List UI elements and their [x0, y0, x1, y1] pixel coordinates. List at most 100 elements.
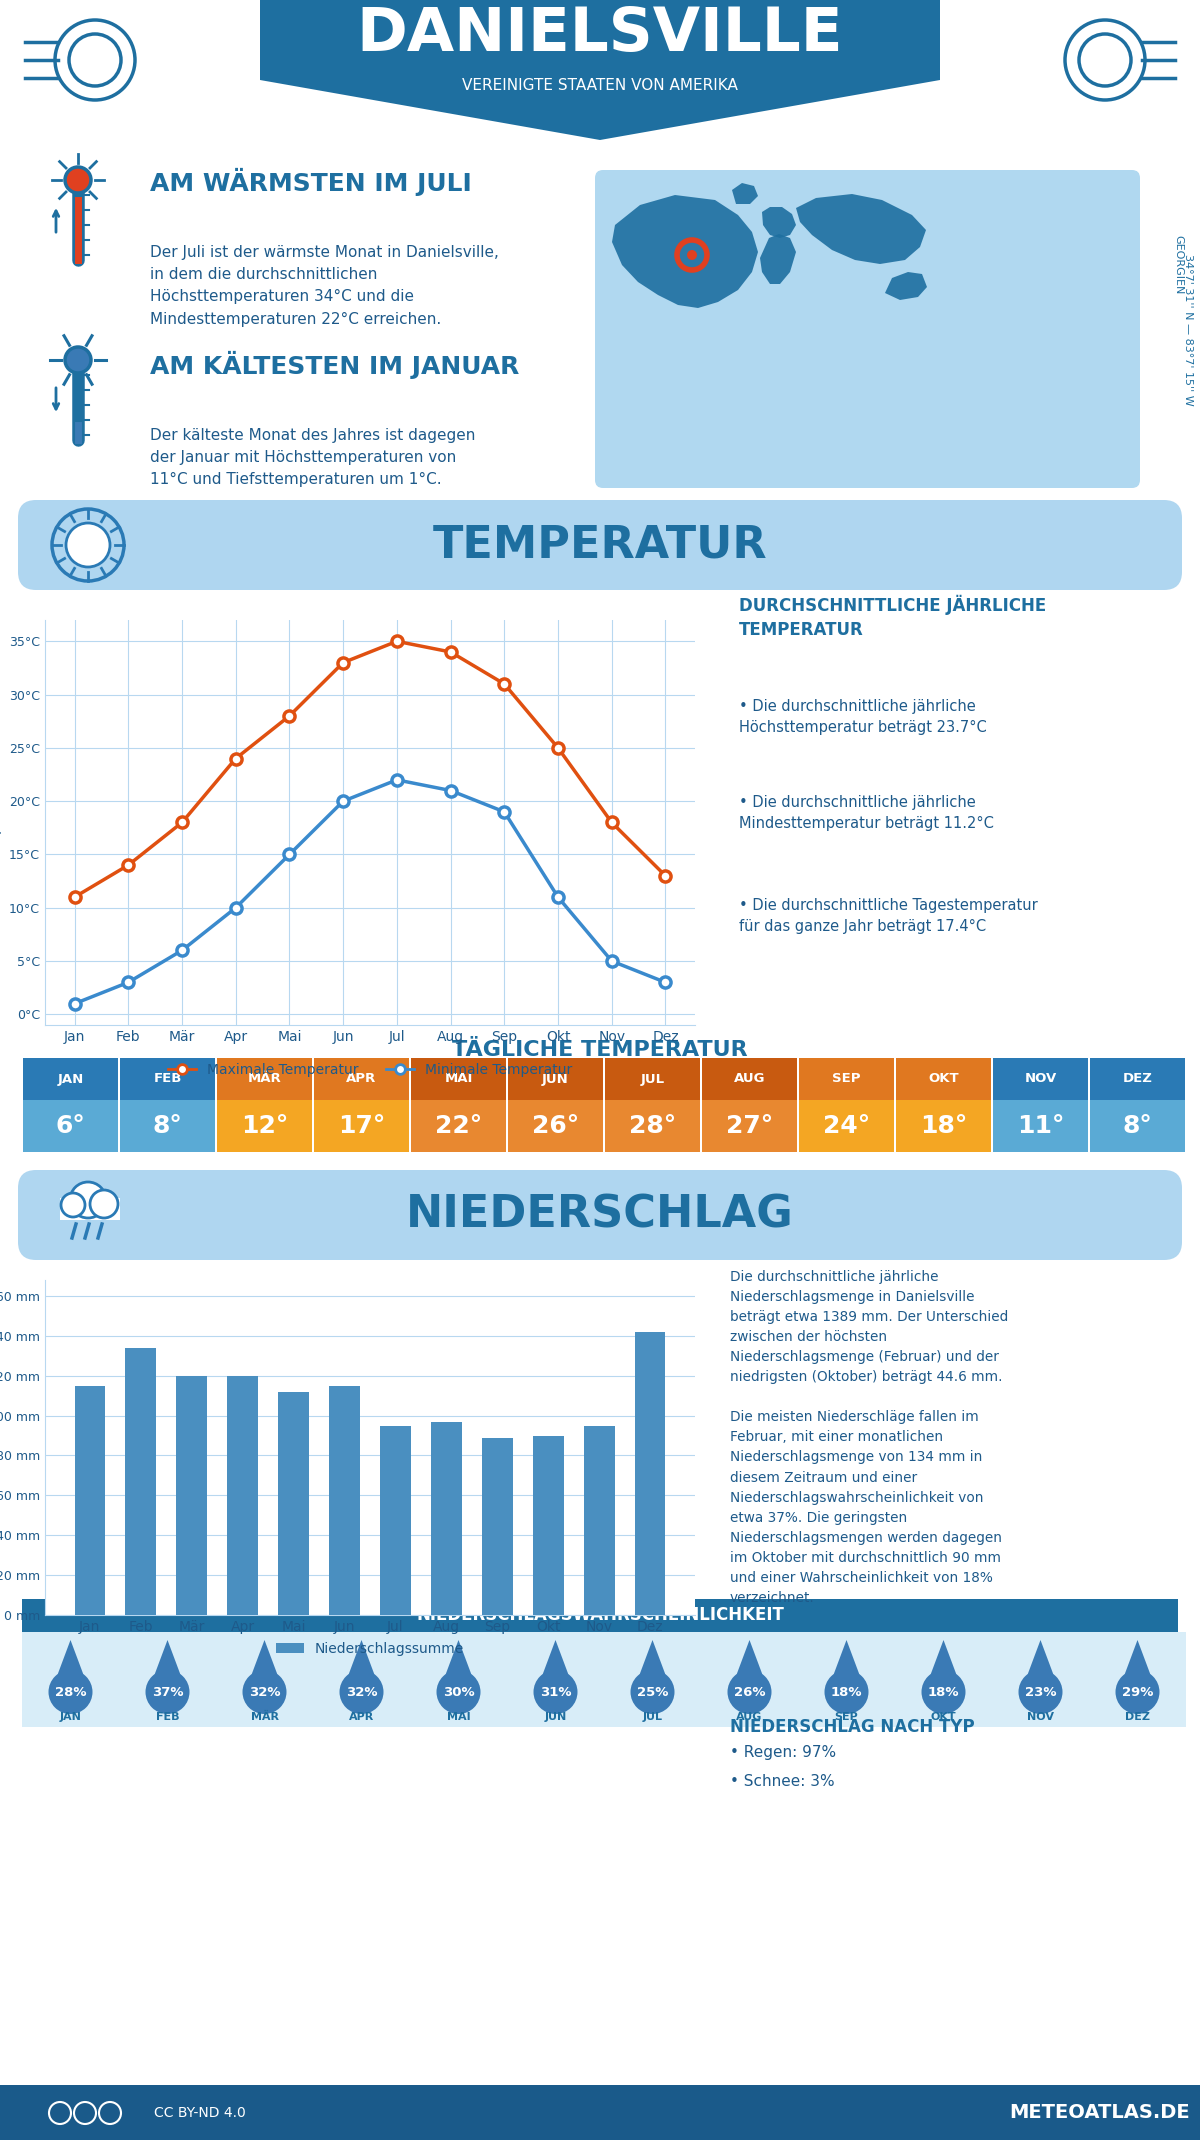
Polygon shape — [886, 272, 928, 300]
Circle shape — [52, 509, 124, 580]
Text: AUG: AUG — [737, 1712, 763, 1723]
Text: 32%: 32% — [248, 1686, 281, 1699]
Circle shape — [242, 1669, 287, 1714]
Text: 11°: 11° — [1016, 1115, 1064, 1138]
Text: MÄR: MÄR — [247, 1072, 281, 1085]
Bar — [994, 1100, 1088, 1151]
Text: Die durchschnittliche jährliche
Niederschlagsmenge in Danielsville
beträgt etwa : Die durchschnittliche jährliche Niedersc… — [730, 1269, 1008, 1605]
Bar — [217, 1057, 312, 1100]
Text: JUN: JUN — [542, 1072, 569, 1085]
Bar — [896, 1100, 991, 1151]
Text: NOV: NOV — [1025, 1072, 1057, 1085]
Text: CC BY-ND 4.0: CC BY-ND 4.0 — [154, 2106, 246, 2121]
Bar — [380, 1425, 410, 1616]
FancyBboxPatch shape — [595, 169, 1140, 488]
Text: APR: APR — [347, 1072, 377, 1085]
Text: FEB: FEB — [156, 1712, 179, 1723]
Text: AM KÄLTESTEN IM JANUAR: AM KÄLTESTEN IM JANUAR — [150, 351, 520, 379]
Bar — [1090, 1633, 1186, 1727]
Circle shape — [70, 1181, 106, 1218]
Legend: Maximale Temperatur, Minimale Temperatur: Maximale Temperatur, Minimale Temperatur — [162, 1057, 577, 1083]
Text: TÄGLICHE TEMPERATUR: TÄGLICHE TEMPERATUR — [452, 1040, 748, 1059]
Bar — [431, 1421, 462, 1616]
Text: 8°: 8° — [1122, 1115, 1152, 1138]
Text: DEZ: DEZ — [1126, 1712, 1150, 1723]
Bar — [508, 1633, 604, 1727]
Text: SEP: SEP — [835, 1712, 858, 1723]
Y-axis label: Temperatur: Temperatur — [0, 783, 2, 862]
Bar — [799, 1057, 894, 1100]
Circle shape — [922, 1669, 966, 1714]
Text: 28%: 28% — [55, 1686, 86, 1699]
Legend: Niederschlagssumme: Niederschlagssumme — [270, 1637, 469, 1661]
Bar — [896, 1057, 991, 1100]
Text: 6°: 6° — [55, 1115, 85, 1138]
Bar — [0, 139, 1200, 501]
Text: • Die durchschnittliche Tagestemperatur
für das ganze Jahr beträgt 17.4°C: • Die durchschnittliche Tagestemperatur … — [739, 899, 1038, 935]
Bar — [314, 1100, 409, 1151]
Polygon shape — [260, 0, 940, 139]
Bar — [23, 1057, 118, 1100]
Polygon shape — [246, 1639, 283, 1691]
Text: Der kälteste Monat des Jahres ist dagegen
der Januar mit Höchsttemperaturen von
: Der kälteste Monat des Jahres ist dagege… — [150, 428, 475, 488]
Bar — [0, 1031, 1200, 1162]
Polygon shape — [52, 1639, 89, 1691]
Text: • Die durchschnittliche jährliche
Höchsttemperatur beträgt 23.7°C: • Die durchschnittliche jährliche Höchst… — [739, 698, 986, 734]
Circle shape — [630, 1669, 674, 1714]
Bar — [23, 1100, 118, 1151]
Bar — [410, 1057, 506, 1100]
Polygon shape — [1022, 1639, 1060, 1691]
Bar — [992, 1633, 1090, 1727]
Text: NIEDERSCHLAG NACH TYP: NIEDERSCHLAG NACH TYP — [730, 1718, 974, 1736]
Text: AUG: AUG — [733, 1072, 766, 1085]
Bar — [895, 1633, 992, 1727]
Bar — [605, 1100, 700, 1151]
Bar — [217, 1100, 312, 1151]
Bar — [605, 1057, 700, 1100]
Circle shape — [1116, 1669, 1159, 1714]
Bar — [329, 1387, 360, 1616]
Polygon shape — [536, 1639, 575, 1691]
Bar — [635, 1331, 666, 1616]
Circle shape — [48, 1669, 92, 1714]
Text: 17°: 17° — [338, 1115, 385, 1138]
Text: NOV: NOV — [1027, 1712, 1054, 1723]
Text: DANIELSVILLE: DANIELSVILLE — [356, 6, 844, 64]
Circle shape — [534, 1669, 577, 1714]
Bar — [410, 1100, 506, 1151]
Text: OKT: OKT — [928, 1072, 959, 1085]
Bar — [22, 1599, 1178, 1633]
Text: 29%: 29% — [1122, 1686, 1153, 1699]
Text: TEMPERATUR: TEMPERATUR — [433, 524, 767, 567]
Bar — [60, 1198, 120, 1220]
Text: NIEDERSCHLAGSWAHRSCHEINLICHKEIT: NIEDERSCHLAGSWAHRSCHEINLICHKEIT — [416, 1607, 784, 1624]
Text: 31%: 31% — [540, 1686, 571, 1699]
Text: APR: APR — [349, 1712, 374, 1723]
Bar — [120, 1100, 215, 1151]
Bar — [584, 1425, 614, 1616]
Text: MÄR: MÄR — [251, 1712, 278, 1723]
Text: 27°: 27° — [726, 1115, 773, 1138]
Text: 28°: 28° — [629, 1115, 676, 1138]
Bar — [799, 1100, 894, 1151]
Text: 26°: 26° — [532, 1115, 580, 1138]
Polygon shape — [732, 184, 758, 203]
Circle shape — [824, 1669, 869, 1714]
Text: JUL: JUL — [642, 1712, 662, 1723]
Circle shape — [65, 167, 91, 193]
Circle shape — [340, 1669, 384, 1714]
Text: JUL: JUL — [641, 1072, 665, 1085]
Text: OKT: OKT — [931, 1712, 956, 1723]
Polygon shape — [149, 1639, 186, 1691]
Text: AM WÄRMSTEN IM JULI: AM WÄRMSTEN IM JULI — [150, 167, 472, 197]
Text: 26%: 26% — [733, 1686, 766, 1699]
Text: 18°: 18° — [920, 1115, 967, 1138]
Text: JAN: JAN — [58, 1072, 84, 1085]
Bar — [702, 1057, 797, 1100]
Bar — [701, 1633, 798, 1727]
Text: Der Juli ist der wärmste Monat in Danielsville,
in dem die durchschnittlichen
Hö: Der Juli ist der wärmste Monat in Daniel… — [150, 244, 499, 327]
Circle shape — [90, 1190, 118, 1218]
Text: MAI: MAI — [444, 1072, 473, 1085]
Text: 30%: 30% — [443, 1686, 474, 1699]
Polygon shape — [1118, 1639, 1157, 1691]
